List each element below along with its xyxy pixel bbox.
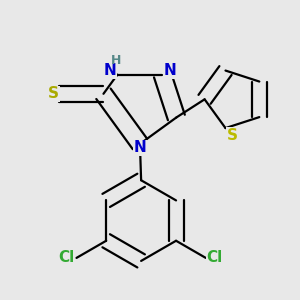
- Text: N: N: [104, 63, 116, 78]
- Text: S: S: [227, 128, 238, 143]
- Text: Cl: Cl: [206, 250, 223, 266]
- Text: Cl: Cl: [58, 250, 74, 266]
- Text: S: S: [48, 86, 59, 101]
- Text: N: N: [134, 140, 146, 155]
- Text: H: H: [111, 54, 122, 67]
- Text: N: N: [163, 63, 176, 78]
